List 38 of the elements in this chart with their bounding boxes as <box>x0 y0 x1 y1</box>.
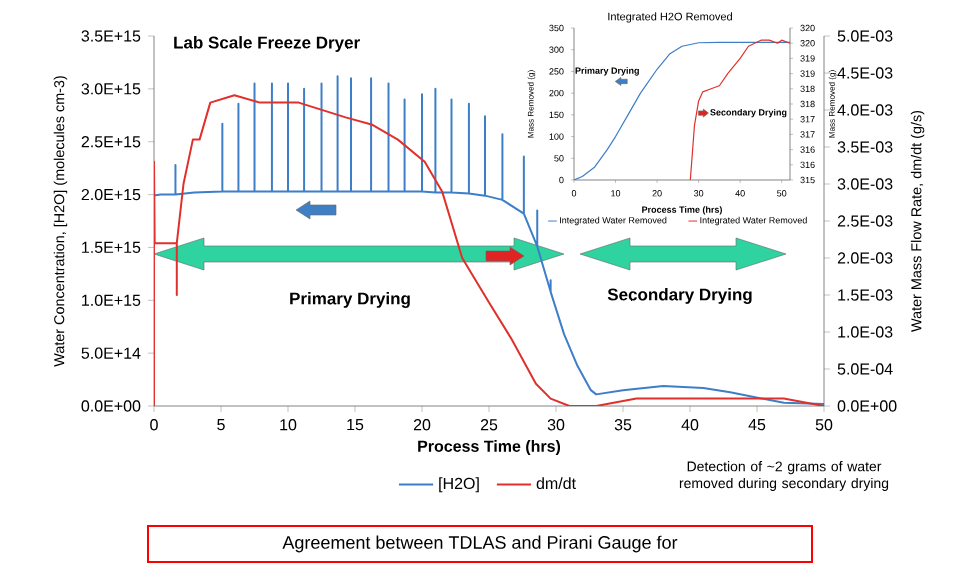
x-tick-label: 45 <box>748 419 766 431</box>
y2-tick-label: 2.0E-03 <box>837 252 893 264</box>
x-tick-label: 15 <box>347 419 364 431</box>
y2-tick-label: 2.5E-03 <box>837 215 893 227</box>
x-tick-label: 50 <box>815 419 833 431</box>
legend-label: [H2O] <box>439 477 479 493</box>
y-tick-label: 5.0E+14 <box>81 347 141 359</box>
y2-tick-label: 5.0E-03 <box>837 30 893 42</box>
y-tick-label: 3.5E+15 <box>81 30 141 42</box>
y2-tick-label: 3.0E-03 <box>837 178 893 190</box>
annotation: Secondary Drying <box>607 288 752 304</box>
y2-tick-label: 1.0E-03 <box>838 326 893 338</box>
y-tick-label: 2.5E+15 <box>81 136 141 148</box>
y2-tick-label: 1.5E-03 <box>838 289 893 301</box>
x-tick-label: 30 <box>547 419 565 431</box>
y-tick-label: 2.0E+15 <box>81 188 141 201</box>
x-tick-label: 25 <box>480 419 498 431</box>
y-tick-label: 1.5E+15 <box>82 241 141 254</box>
text: Agreement between TDLAS and Pirani Gauge for <box>282 535 678 553</box>
x-axis-title: Process Time (hrs) <box>418 440 561 456</box>
y2-tick-label: 4.5E-03 <box>837 67 893 79</box>
x-tick-label: 40 <box>681 419 699 431</box>
y-tick-label: 0.0E+00 <box>81 400 141 412</box>
annotation: Primary Drying <box>290 292 410 308</box>
x-tick-label: 20 <box>413 419 431 431</box>
line-series <box>689 39 791 180</box>
y2-tick-label: 0.0E+00 <box>837 400 897 412</box>
y-tick-label: 1.0E+15 <box>82 294 141 306</box>
y-tick-label: 3.0E+15 <box>81 83 141 95</box>
y2-tick-label: 3.5E-03 <box>837 141 893 153</box>
chart-title: Lab Scale Freeze Dryer <box>174 36 360 52</box>
x-tick-label: 5 <box>217 419 225 431</box>
x-tick-label: 10 <box>280 419 297 431</box>
x-tick-label: 35 <box>614 419 632 431</box>
y2-tick-label: 4.0E-03 <box>837 104 893 116</box>
legend-label: dm/dt <box>536 477 576 490</box>
x-tick-label: 0 <box>150 419 158 431</box>
y2-tick-label: 5.0E-04 <box>837 363 893 375</box>
